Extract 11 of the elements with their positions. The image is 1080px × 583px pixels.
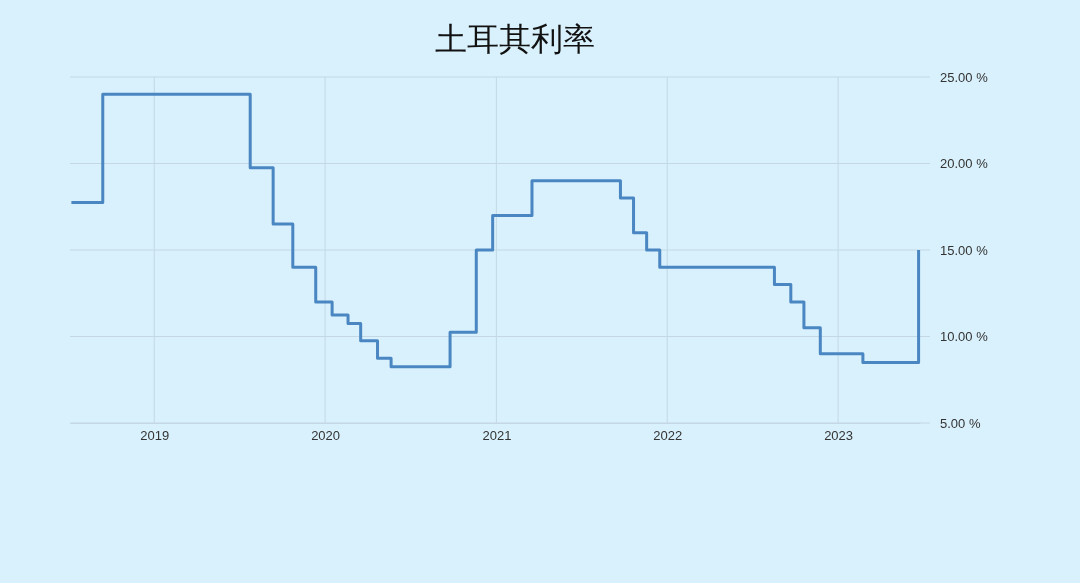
y-tick-label: 20.00 %	[940, 156, 989, 172]
x-tick-label: 2021	[482, 428, 512, 444]
y-tick-label: 25.00 %	[940, 69, 989, 85]
y-tick-label: 10.00 %	[940, 329, 989, 345]
x-tick-label: 2022	[653, 428, 683, 444]
x-tick-label: 2019	[140, 428, 170, 444]
y-tick-label: 5.00 %	[940, 415, 981, 431]
y-tick-label: 15.00 %	[940, 242, 989, 258]
x-tick-label: 2023	[824, 428, 854, 444]
chart-title: 土耳其利率	[435, 20, 595, 58]
x-tick-label: 2020	[311, 428, 341, 444]
